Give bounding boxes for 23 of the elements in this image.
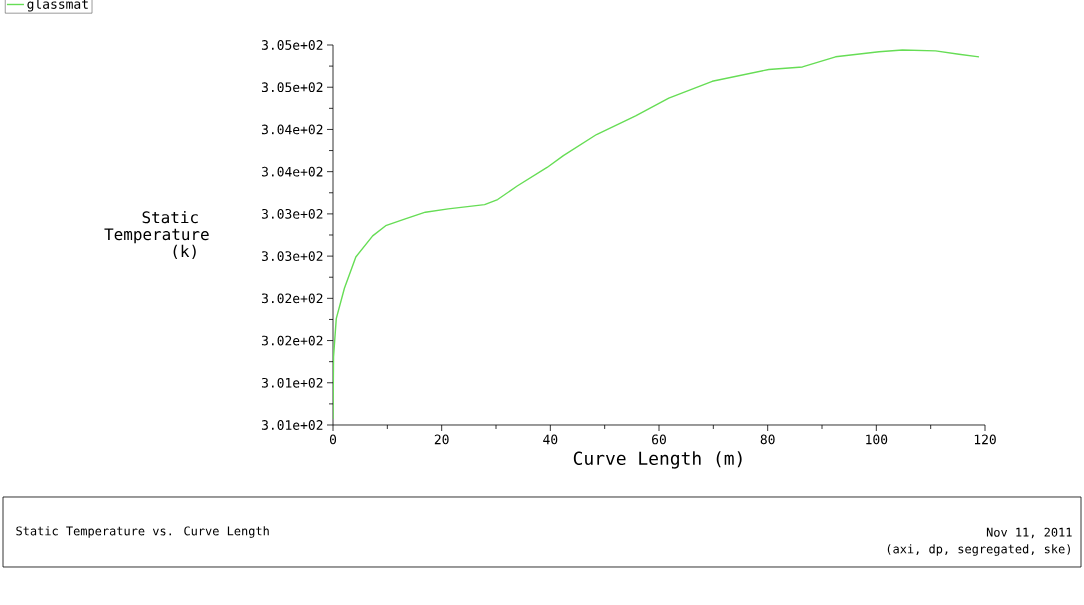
- x-tick-label: 0: [329, 434, 337, 445]
- x-tick-label: 100: [866, 434, 888, 445]
- x-tick-label: 80: [760, 434, 775, 445]
- y-tick-label: 3.05e+02: [261, 82, 323, 93]
- y-tick-label: 3.02e+02: [261, 293, 323, 304]
- y-tick-label: 3.04e+02: [261, 166, 323, 177]
- text: Static Temperature vs. Curve Length: [16, 526, 269, 538]
- x-axis-title: Curve Length (m): [573, 451, 742, 469]
- y-tick-label: 3.05e+02: [261, 40, 323, 50]
- x-tick-label: 40: [543, 434, 558, 445]
- text: (axi, dp, segregated, ske): [887, 544, 1070, 556]
- line-series: [333, 49, 980, 420]
- text: Nov 11, 2011: [986, 527, 1072, 539]
- x-tick-label: 20: [434, 434, 449, 445]
- y-tick-label: 3.01e+02: [261, 377, 323, 388]
- y-tick-label: 3.03e+02: [261, 251, 323, 262]
- y-tick-label: 3.01e+02: [261, 420, 323, 430]
- y-tick-label: 3.03e+02: [261, 208, 323, 219]
- x-tick-label: 120: [974, 434, 996, 445]
- y-tick-label: 3.04e+02: [261, 124, 323, 135]
- x-tick-label: 60: [652, 434, 666, 445]
- y-tick-label: 3.02e+02: [261, 335, 323, 346]
- y-axis-title: Static Temperature (k): [104, 210, 209, 260]
